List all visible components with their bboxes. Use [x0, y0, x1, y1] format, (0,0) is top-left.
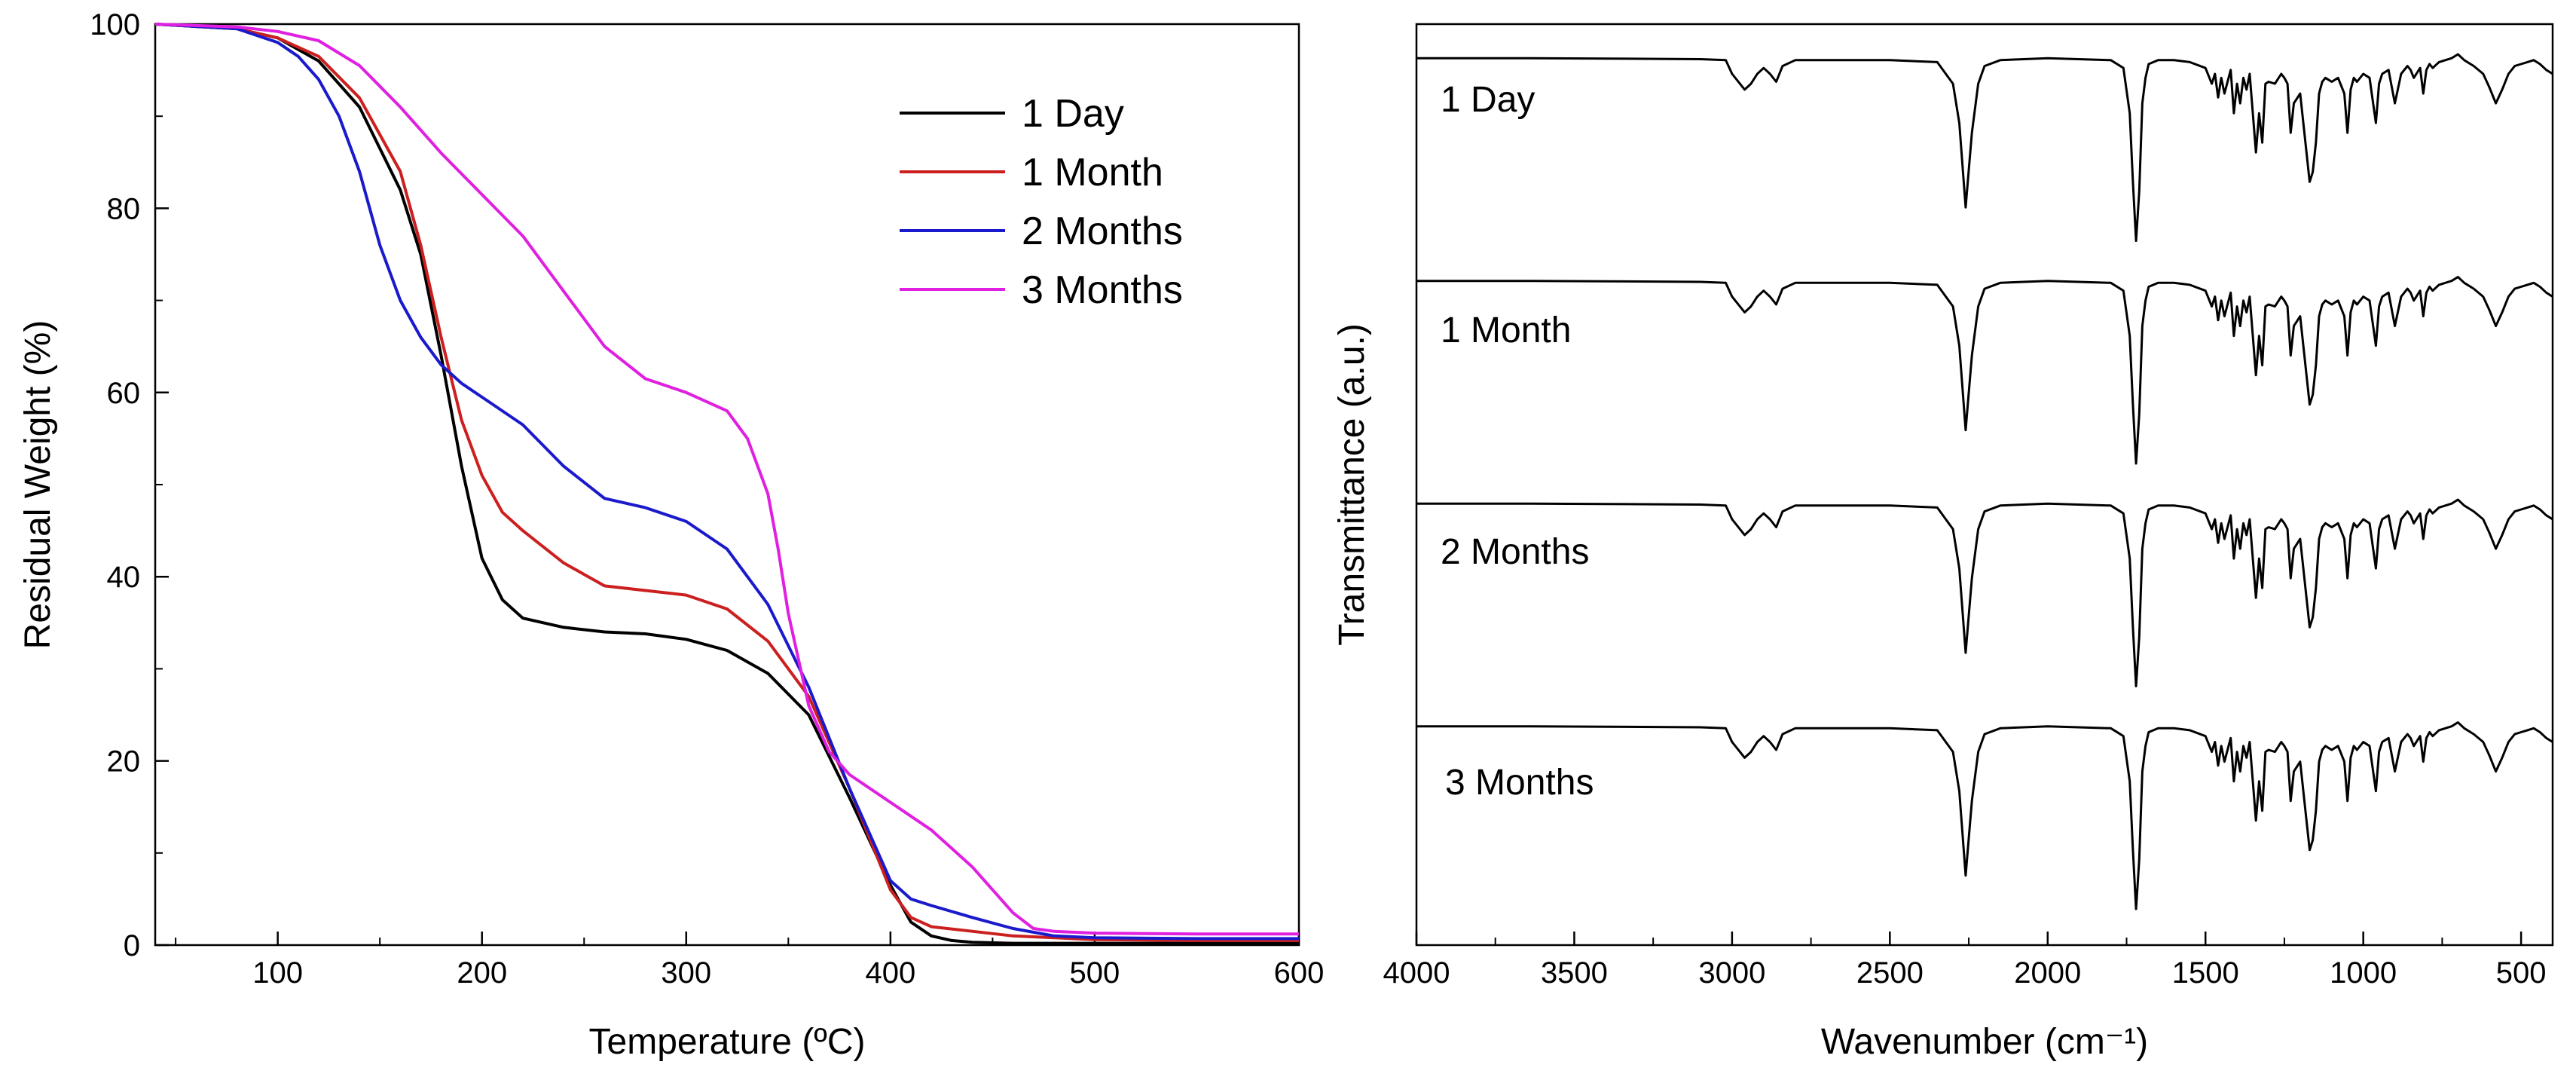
ftir-x-tick-label: 2000 [2014, 956, 2081, 990]
tga-y-tick-label: 100 [90, 8, 140, 41]
legend-label-2-months: 2 Months [1022, 210, 1183, 253]
ftir-trace-label-2-months: 2 Months [1441, 532, 1589, 572]
ftir-trace-label-1-month: 1 Month [1441, 311, 1571, 350]
ftir-x-tick-label: 3500 [1541, 956, 1608, 990]
tga-panel: 100 200 300 400 500 600 0 20 40 60 80 100 Temperatu… [18, 8, 1324, 1062]
ftir-trace-label-3-months: 3 Months [1445, 763, 1594, 803]
ftir-trace-label-1-day: 1 Day [1441, 80, 1535, 120]
legend-label-1-month: 1 Month [1022, 151, 1163, 194]
tga-x-tick-label: 400 [865, 956, 915, 990]
tga-series-2-months [154, 23, 1299, 941]
tga-y-tick-label: 80 [107, 192, 141, 225]
tga-x-axis-title: Temperature (ºC) [589, 1022, 866, 1062]
tga-x-tick-label: 500 [1070, 956, 1120, 990]
tga-series-3-months [154, 23, 1299, 936]
ftir-x-tick-label: 4000 [1383, 956, 1450, 990]
ftir-trace-3-months [1416, 721, 2553, 910]
legend-label-1-day: 1 Day [1022, 92, 1124, 136]
tga-x-tick-label: 100 [252, 956, 303, 990]
ftir-x-tick-label: 1000 [2330, 956, 2397, 990]
tga-series-1-day [154, 23, 1299, 945]
ftir-x-tick-label: 1500 [2172, 956, 2239, 990]
tga-y-tick-label: 20 [107, 745, 141, 779]
ftir-trace-2-months [1416, 498, 2553, 687]
ftir-panel: 4000 3500 3000 2500 2000 1500 1000 500 Wavenumb… [1332, 23, 2554, 1062]
tga-y-tick-label: 60 [107, 377, 141, 410]
tga-x-tick-label: 600 [1274, 956, 1325, 990]
ftir-x-tick-label: 2500 [1856, 956, 1924, 990]
tga-x-tick-label: 300 [661, 956, 711, 990]
ftir-series [1416, 53, 2553, 910]
tga-ticks: 100 200 300 400 500 600 0 20 40 60 80 100 [90, 8, 1324, 990]
ftir-trace-1-day [1416, 53, 2553, 242]
ftir-plot-frame [1415, 23, 2554, 947]
tga-x-tick-label: 200 [457, 956, 507, 990]
tga-y-tick-label: 40 [107, 561, 141, 594]
tga-y-tick-label: 0 [124, 929, 140, 962]
tga-y-axis-title: Residual Weight (%) [18, 320, 58, 650]
ftir-x-axis-title: Wavenumber (cm⁻¹) [1821, 1022, 2148, 1062]
legend-label-3-months: 3 Months [1022, 268, 1183, 312]
ftir-x-tick-label: 500 [2496, 956, 2547, 990]
tga-series-1-month [154, 23, 1299, 942]
tga-series [154, 23, 1299, 945]
ftir-y-axis-title: Transmittance (a.u.) [1332, 323, 1372, 646]
ftir-ticks: 4000 3500 3000 2500 2000 1500 1000 500 [1383, 932, 2547, 990]
ftir-trace-1-month [1416, 276, 2553, 465]
tga-legend: 1 Day 1 Month 2 Months 3 Months [900, 92, 1183, 312]
ftir-x-tick-label: 3000 [1698, 956, 1765, 990]
